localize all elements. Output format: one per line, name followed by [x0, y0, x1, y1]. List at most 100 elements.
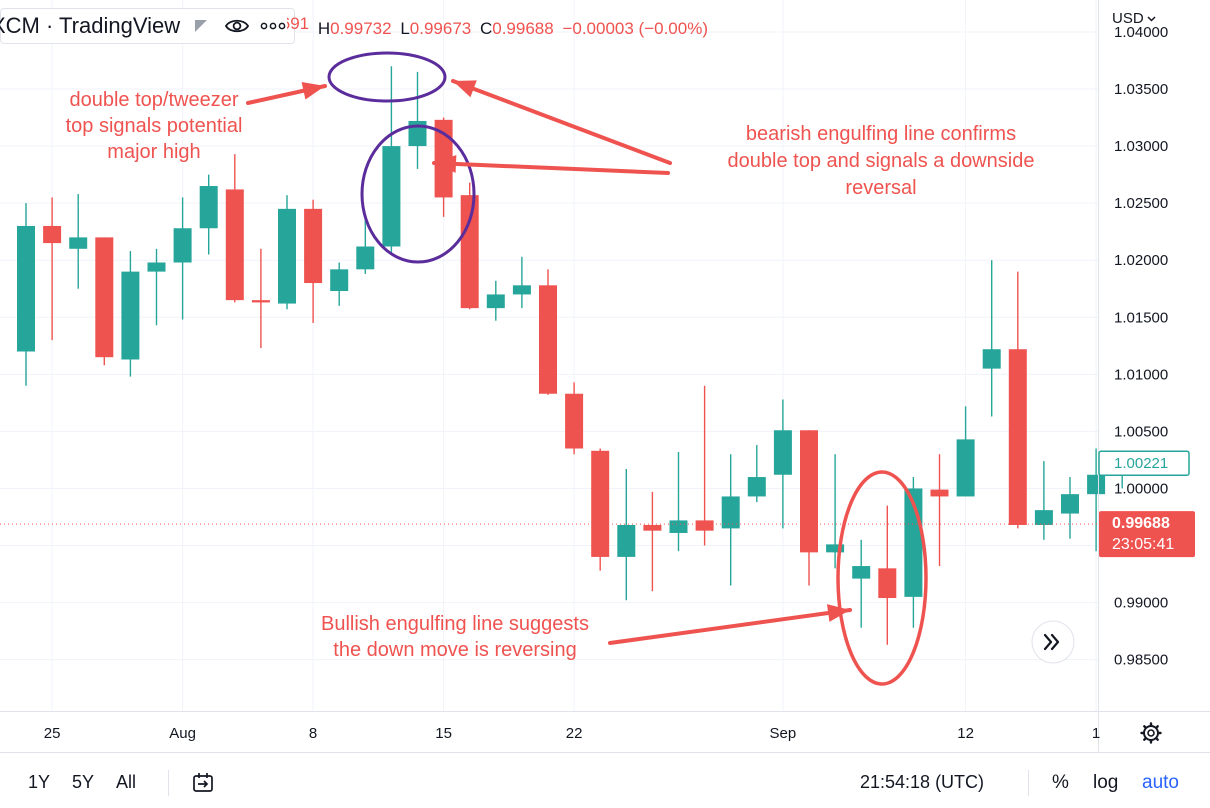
last-price-label: 0.99688 23:05:41 — [1099, 511, 1195, 558]
candle-up — [17, 203, 35, 386]
scroll-to-latest-button[interactable] — [1031, 620, 1075, 664]
settings-gear-icon[interactable] — [1140, 722, 1162, 744]
arrow-to-bearish-candle — [432, 154, 670, 175]
ref-price-label: 1.00221 — [1098, 450, 1190, 476]
candle-up — [982, 260, 1001, 417]
toolbar-divider — [168, 770, 169, 796]
candle-body — [382, 146, 401, 247]
candle-body — [486, 294, 505, 309]
range-5y-button[interactable]: 5Y — [72, 772, 95, 792]
toolbar-divider — [1028, 770, 1029, 796]
symbol-legend: XCM · TradingView — [0, 8, 296, 44]
annotation-bullish-text: the down move is reversing — [333, 639, 576, 661]
candle-body — [43, 225, 62, 244]
candle-down — [878, 505, 897, 645]
candle-body — [747, 477, 766, 497]
candle-body — [852, 566, 871, 579]
price-ticks: 1.04000 1.03500 1.03000 1.02500 1.02000 1.015… — [1114, 24, 1168, 669]
candle-body — [565, 393, 584, 449]
time-tick-label: Aug — [169, 725, 196, 742]
price-tick-label: 1.01500 — [1114, 309, 1168, 326]
candle-up — [512, 256, 531, 309]
candle-up — [147, 248, 166, 326]
bullish-ellipse — [836, 470, 928, 686]
candle-body — [800, 430, 818, 553]
candle-up — [1087, 448, 1106, 552]
candle-body — [147, 262, 166, 272]
candle-up — [121, 251, 140, 377]
bottom-toolbar: 1Y 5Y All 21:54:18 (UTC) % log auto — [0, 760, 1210, 808]
currency-selector[interactable]: USD — [1112, 10, 1156, 27]
eye-icon[interactable] — [222, 11, 252, 41]
candle-up — [1034, 461, 1053, 540]
last-price-text: 0.99688 — [1112, 515, 1170, 532]
candle-body — [956, 439, 975, 497]
candle-up — [356, 214, 375, 274]
legend-bar: XCM · TradingView O0.99691 H0.99732 L0.9… — [0, 8, 712, 44]
candle-down — [460, 182, 479, 310]
ohlc-low: L0.99673 — [400, 18, 472, 38]
ohlc-high: H0.99732 — [317, 18, 392, 38]
ohlc-open: O0.99691 — [287, 13, 310, 33]
candle-body — [17, 225, 35, 352]
auto-toggle[interactable]: auto — [1142, 772, 1179, 793]
candle-body — [878, 568, 897, 599]
utc-time[interactable]: 21:54:18 (UTC) — [860, 772, 985, 792]
candle-body — [330, 269, 349, 292]
candle-down — [930, 454, 949, 567]
candle-body — [1034, 510, 1053, 525]
price-tick-label: 1.03000 — [1114, 138, 1168, 155]
candle-up — [1061, 477, 1079, 539]
candle-body — [826, 544, 845, 553]
arrow-head — [301, 81, 325, 100]
candle-body — [773, 430, 792, 475]
candle-body — [356, 246, 375, 270]
double-chevron-right-icon — [1043, 633, 1060, 651]
candle-up — [747, 445, 766, 503]
double-top-ellipse — [327, 51, 447, 103]
symbol-title[interactable]: XCM · TradingView — [0, 13, 181, 38]
annotation-layer: double top/tweezer top signals potential m… — [66, 51, 1034, 686]
ohlc-change: −0.00003 (−0.00%) — [562, 18, 708, 38]
annotation-double-top-text: top signals potential — [66, 115, 243, 137]
candle-body — [1061, 494, 1079, 514]
candle-body — [643, 524, 662, 531]
candle-body — [95, 237, 114, 358]
candle-body — [591, 450, 610, 557]
candle-up — [721, 454, 740, 586]
candle-up — [330, 262, 349, 306]
range-all-button[interactable]: All — [116, 772, 137, 792]
price-tick-label: 1.02000 — [1114, 252, 1168, 269]
candle-body — [69, 237, 88, 249]
candle-up — [486, 280, 505, 321]
candle-body — [617, 524, 636, 557]
ohlc-values: O0.99691 H0.99732 L0.99673 C0.99688 −0.0… — [287, 14, 712, 39]
arrow-to-double-top-right — [451, 79, 672, 165]
arrow-to-double-top — [246, 81, 327, 105]
log-toggle[interactable]: log — [1093, 772, 1119, 793]
candle-up — [956, 406, 975, 497]
price-tick-label: 0.99000 — [1114, 595, 1168, 612]
candle-down — [695, 385, 714, 546]
candle-body — [539, 285, 557, 394]
candle-body — [251, 300, 270, 303]
flag-icon[interactable] — [186, 11, 216, 41]
candle-down — [565, 382, 584, 455]
range-1y-button[interactable]: 1Y — [28, 772, 51, 792]
candle-body — [225, 189, 244, 301]
candle-down — [539, 269, 557, 395]
price-tick-label: 0.98500 — [1114, 652, 1168, 669]
candle-body — [304, 208, 323, 284]
goto-date-icon[interactable] — [190, 770, 216, 801]
percent-toggle[interactable]: % — [1052, 772, 1069, 793]
candle-body — [121, 271, 140, 360]
ohlc-close: C0.99688 — [479, 18, 554, 38]
currency-label: USD — [1112, 10, 1144, 27]
annotation-bearish-text: bearish engulfing line confirms — [746, 123, 1016, 145]
more-icon[interactable] — [258, 11, 288, 41]
candle-body — [278, 208, 296, 304]
candle-up — [69, 194, 88, 289]
candle-body — [512, 285, 531, 295]
annotation-bullish-text: Bullish engulfing line suggests — [321, 613, 589, 635]
